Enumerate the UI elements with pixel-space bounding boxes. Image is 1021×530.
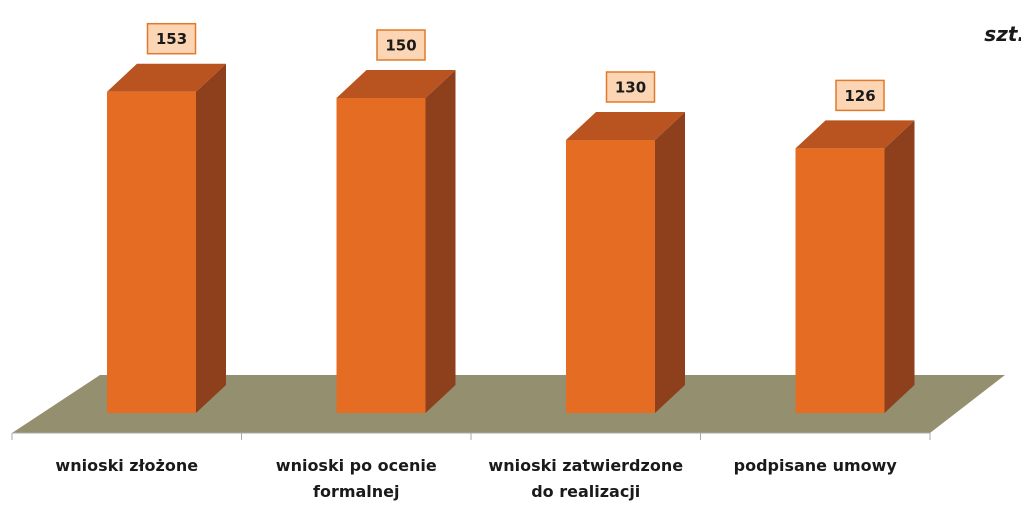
bar-top	[336, 70, 456, 98]
bar-front	[107, 91, 196, 413]
value-label: 150	[385, 37, 416, 55]
bar-top	[107, 63, 226, 92]
unit-label: szt.	[984, 22, 1021, 46]
bar-side	[655, 112, 685, 413]
bar-top	[795, 120, 915, 149]
value-label: 153	[156, 30, 187, 48]
bar-front	[795, 148, 885, 413]
value-label-box	[376, 29, 426, 61]
bar	[795, 120, 915, 414]
x-tick-label: wnioski złożone	[55, 456, 199, 475]
floor	[12, 375, 1005, 433]
bar-side	[196, 63, 226, 413]
x-tick-label: wnioski zatwierdzone do realizacji	[488, 456, 684, 501]
bar-top	[566, 112, 685, 140]
bar	[566, 112, 685, 413]
x-tick-label: wnioski po ocenie formalnej	[275, 456, 437, 501]
bar	[107, 63, 226, 413]
value-label: 126	[844, 87, 875, 105]
bar-front	[336, 98, 426, 413]
value-label-box	[146, 22, 197, 55]
bar-side	[425, 70, 456, 413]
value-label-box	[605, 71, 656, 103]
bar-side	[884, 120, 915, 414]
bar-front	[566, 140, 655, 413]
bar	[336, 70, 456, 413]
value-label-box	[835, 79, 885, 112]
value-label: 130	[615, 79, 646, 97]
x-tick-label: podpisane umowy	[733, 456, 897, 475]
